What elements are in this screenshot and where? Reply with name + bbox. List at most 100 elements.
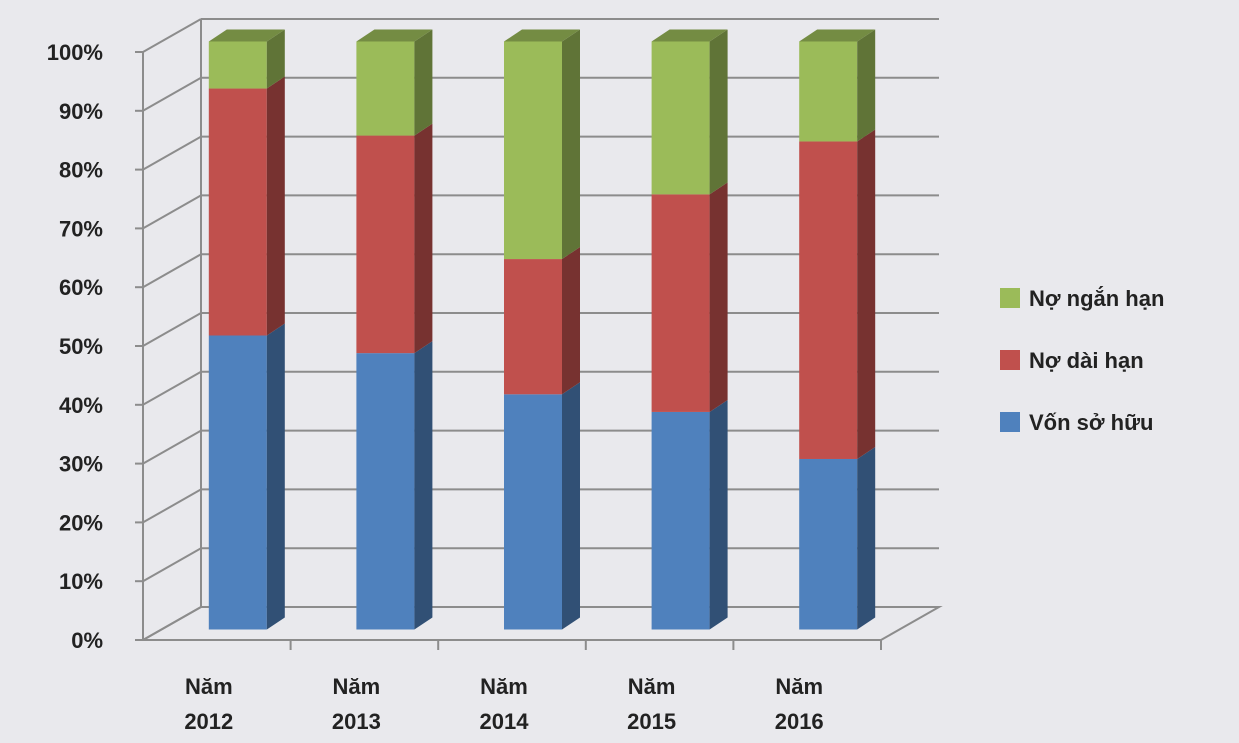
bar-side (414, 341, 433, 630)
x-tick-label: Năm 2012 (184, 674, 233, 734)
gridline-depth (142, 606, 202, 641)
bar-von-so-huu (356, 341, 433, 630)
bar-von-so-huu (799, 446, 876, 630)
bar-top (208, 29, 285, 42)
x-tick-label-line: 2012 (184, 709, 233, 734)
bar-top (356, 29, 433, 42)
gridline-depth (142, 547, 202, 583)
y-tick-label: 0% (71, 628, 103, 653)
bar-no-dai-han (208, 76, 285, 336)
bar-side (266, 76, 285, 336)
bar-von-so-huu (651, 399, 728, 630)
gridline-depth (142, 312, 202, 347)
x-tick-label-line: Năm (480, 674, 528, 699)
bar-von-so-huu (208, 323, 285, 630)
bar-side (562, 29, 580, 260)
y-tick-label: 50% (59, 334, 103, 359)
bar-front (356, 41, 415, 136)
bar-front (504, 394, 562, 630)
x-tick-label: Năm 2016 (775, 674, 824, 734)
x-tick-labels: Năm 2012 Năm 2013 Năm 2014 Năm 2015 Năm 2016 (184, 674, 823, 734)
legend-swatch (1000, 412, 1020, 432)
x-tick-label: Năm 2015 (627, 674, 676, 734)
bar-front (799, 458, 858, 630)
bar-no-ngan-han (356, 29, 433, 136)
bar-front (651, 411, 710, 630)
x-tick-label-line: Năm (333, 674, 381, 699)
gridline-depth (142, 253, 202, 289)
y-tick-label: 20% (59, 510, 103, 535)
bar-front (651, 41, 710, 195)
legend-label: Nợ dài hạn (1029, 348, 1144, 373)
x-tick-label: Năm 2014 (480, 674, 530, 734)
legend-item: Nợ dài hạn (1000, 348, 1144, 373)
y-tick-label: 70% (59, 216, 103, 241)
chart-bars (208, 29, 876, 630)
bar-side (709, 399, 728, 630)
x-tick-label: Năm 2013 (332, 674, 381, 734)
bar-side (709, 29, 728, 195)
gridline-depth (142, 488, 202, 524)
bar-front (208, 41, 267, 89)
bar-side (857, 29, 876, 142)
bar-front (356, 135, 415, 354)
y-tick-label: 80% (59, 158, 103, 183)
bar-no-dai-han (504, 247, 580, 395)
gridline-depth (142, 194, 202, 230)
bar-no-dai-han (651, 182, 728, 412)
bar-von-so-huu (504, 382, 580, 630)
x-tick-label-line: Năm (775, 674, 823, 699)
bar-side (857, 446, 876, 630)
bar-front (799, 41, 858, 142)
x-tick-label-line: 2016 (775, 709, 824, 734)
gridline-depth (142, 135, 202, 171)
y-tick-label: 10% (59, 569, 103, 594)
x-tick-label-line: 2013 (332, 709, 381, 734)
bar-front (504, 259, 562, 395)
bar-side (414, 123, 433, 354)
bar-no-dai-han (799, 129, 876, 459)
bar-front (208, 335, 267, 630)
bar-no-ngan-han (651, 29, 728, 195)
y-tick-label: 30% (59, 452, 103, 477)
bar-side (857, 129, 876, 459)
bar-top (651, 29, 728, 42)
gridline-depth (142, 18, 202, 53)
legend-label: Nợ ngắn hạn (1029, 286, 1164, 311)
bar-side (266, 29, 285, 89)
y-tick-label: 40% (59, 393, 103, 418)
bar-side (562, 247, 580, 395)
gridline-depth (142, 76, 202, 112)
bar-front (356, 353, 415, 630)
bar-no-ngan-han (208, 29, 285, 89)
gridline-depth (142, 429, 202, 465)
legend-label: Vốn sở hữu (1029, 410, 1153, 435)
bar-top (504, 29, 580, 42)
bar-no-dai-han (356, 123, 433, 354)
bar-no-ngan-han (504, 29, 580, 260)
x-tick-label-line: 2015 (627, 709, 676, 734)
bar-side (562, 382, 580, 630)
bar-front (651, 194, 710, 412)
bar-side (266, 323, 285, 630)
bar-side (709, 182, 728, 412)
chart-legend: Nợ ngắn hạn Nợ dài hạn Vốn sở hữu (1000, 286, 1164, 435)
legend-swatch (1000, 350, 1020, 370)
gridline-depth (142, 370, 202, 406)
bar-front (799, 141, 858, 459)
bar-front (504, 41, 562, 260)
bar-side (414, 29, 433, 136)
chart-axes (135, 19, 882, 650)
y-tick-label: 90% (59, 99, 103, 124)
bar-top (799, 29, 876, 42)
y-tick-label: 100% (47, 40, 103, 65)
bar-front (208, 88, 267, 336)
x-tick-label-line: Năm (185, 674, 233, 699)
y-tick-labels: 0% 10% 20% 30% 40% 50% 60% 70% 80% 90% 100% (47, 40, 103, 653)
bar-no-ngan-han (799, 29, 876, 142)
x-tick-label-line: 2014 (480, 709, 530, 734)
legend-item: Vốn sở hữu (1000, 410, 1153, 435)
legend-swatch (1000, 288, 1020, 308)
